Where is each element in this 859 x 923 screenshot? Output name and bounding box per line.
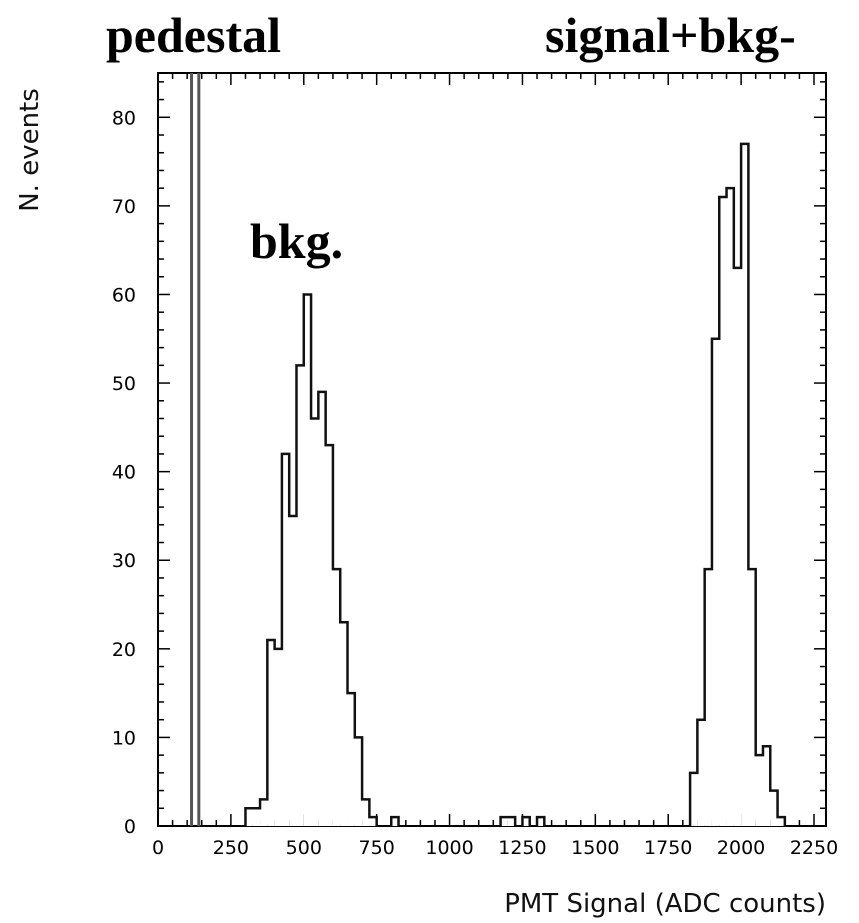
- histogram-bin: [303, 294, 312, 826]
- y-tick-labels: 0 10 20 30 40 50 60 70 80: [112, 107, 136, 838]
- x-tick-label: 0: [152, 837, 164, 859]
- histogram-bin: [500, 817, 508, 826]
- histogram-bin: [289, 515, 297, 826]
- y-tick-label: 70: [112, 196, 136, 218]
- histogram-bin: [755, 755, 763, 826]
- histogram-bin: [391, 817, 399, 826]
- histogram-bin: [777, 817, 785, 826]
- histogram-bin: [274, 648, 282, 826]
- pedestal-lines: [190, 73, 201, 826]
- histogram-bin: [347, 693, 355, 826]
- signal-annotation: signal+bkg-: [545, 7, 796, 63]
- x-tick-label: 1750: [644, 837, 692, 859]
- histogram-bin: [281, 453, 290, 826]
- y-tick-label: 30: [112, 550, 136, 572]
- histogram-bin: [748, 569, 756, 826]
- y-tick-label: 0: [124, 816, 136, 838]
- histogram-bin: [354, 737, 363, 826]
- x-axis-title: PMT Signal (ADC counts): [504, 889, 826, 919]
- x-tick-label: 1000: [425, 837, 473, 859]
- histogram-bin: [741, 143, 749, 826]
- x-tick-label: 1250: [498, 837, 546, 859]
- histogram-bin: [362, 799, 370, 826]
- histogram-bin: [369, 817, 377, 826]
- x-tick-labels: 0 250 500 750 1000 1250 1500 1750 2000 2250: [152, 837, 838, 859]
- bkg-annotation: bkg.: [250, 213, 344, 269]
- histogram-bin: [719, 197, 727, 826]
- histogram-bin: [726, 188, 734, 827]
- histogram-bin: [260, 799, 268, 826]
- histogram-outline: [244, 142, 787, 826]
- histogram-bin: [522, 817, 530, 826]
- histogram-bin: [311, 418, 319, 826]
- x-tick-label: 250: [213, 837, 249, 859]
- histogram-bin: [296, 365, 304, 826]
- histogram-bin: [507, 817, 516, 826]
- plot-frame: [157, 72, 827, 827]
- histogram-bin: [340, 622, 348, 826]
- histogram-bin: [733, 267, 742, 826]
- histogram-bin: [267, 639, 275, 826]
- histogram-bin: [711, 338, 720, 826]
- histogram-bin: [332, 569, 341, 826]
- histogram-bins: [245, 143, 785, 827]
- x-tick-label: 1500: [571, 837, 619, 859]
- histogram-bin: [252, 808, 261, 826]
- x-tick-label: 2000: [717, 837, 765, 859]
- histogram-bin: [770, 790, 778, 826]
- y-tick-label: 20: [112, 639, 136, 661]
- axis-ticks: [157, 73, 826, 827]
- y-tick-label: 60: [112, 284, 136, 306]
- x-tick-label: 500: [286, 837, 322, 859]
- x-tick-label: 2250: [790, 837, 838, 859]
- histogram-bin: [762, 746, 771, 826]
- histogram-bin: [690, 772, 698, 826]
- y-tick-label: 10: [112, 727, 136, 749]
- y-tick-label: 80: [112, 107, 136, 129]
- histogram-bin: [245, 808, 253, 826]
- y-tick-label: 50: [112, 373, 136, 395]
- histogram-bin: [318, 391, 326, 826]
- histogram-bin: [325, 445, 333, 826]
- y-tick-label: 40: [112, 462, 136, 484]
- histogram-bin: [704, 569, 712, 826]
- pedestal-annotation: pedestal: [106, 7, 281, 63]
- x-tick-label: 750: [359, 837, 395, 859]
- y-axis-title: N. events: [15, 88, 45, 212]
- histogram-bin: [697, 719, 705, 826]
- histogram-bin: [537, 817, 545, 826]
